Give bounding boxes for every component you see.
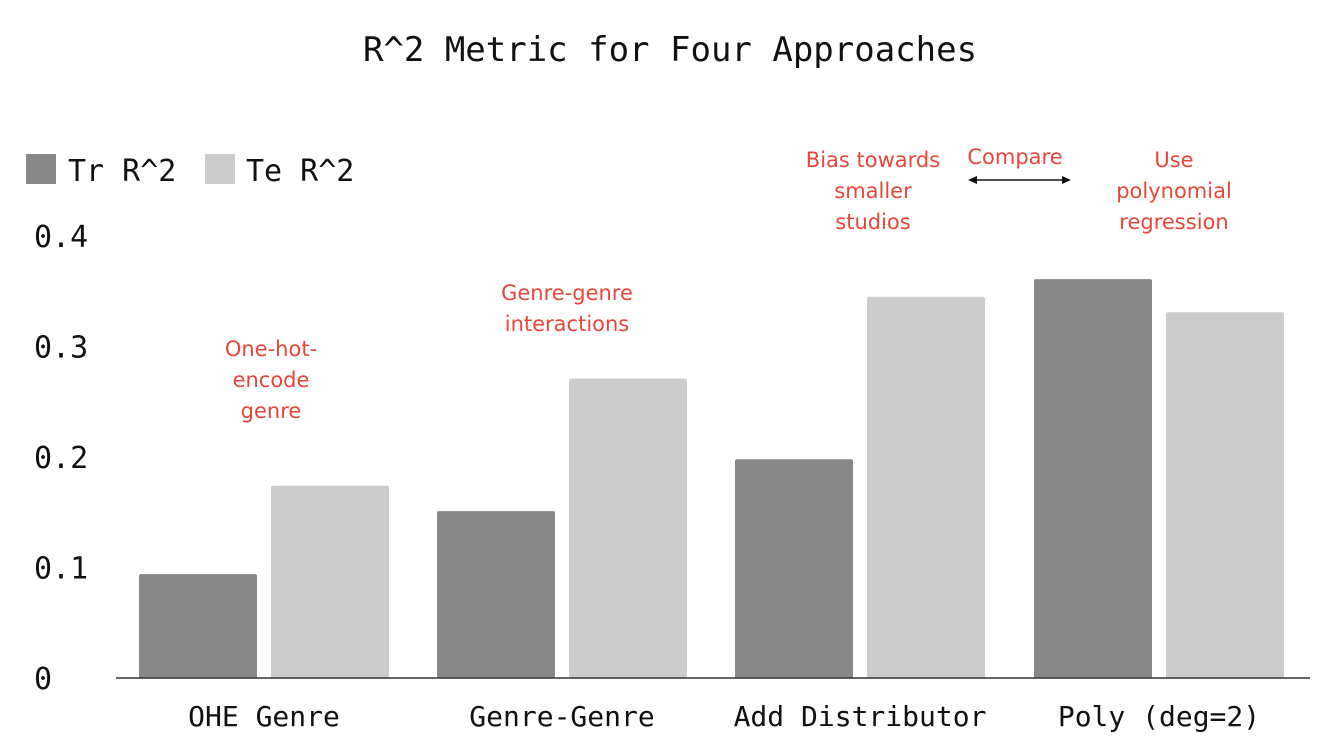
y-tick-label: 0.3	[34, 331, 88, 366]
legend-label-train: Tr R^2	[68, 154, 176, 189]
annotation-bias-line: smaller	[834, 179, 912, 203]
x-tick-label: OHE Genre	[188, 700, 340, 733]
annotation-genre-line: Genre-genre	[501, 281, 633, 305]
chart-title: R^2 Metric for Four Approaches	[363, 30, 977, 70]
bar-test-0	[271, 485, 389, 678]
legend-label-test: Te R^2	[246, 154, 354, 189]
bar-train-0	[139, 574, 257, 678]
annotations: One-hot-encode genre Genre-genre interactio…	[225, 145, 1232, 423]
compare-arrow	[968, 176, 1071, 184]
annotation-ohe-line: One-hot-	[225, 337, 317, 361]
bar-test-2	[867, 296, 985, 678]
annotation-compare-line: Compare	[967, 145, 1062, 169]
x-tick-label: Poly (deg=2)	[1058, 700, 1260, 733]
annotation-bias-line: Bias towards	[806, 148, 940, 172]
bar-train-1	[437, 511, 555, 678]
chart-legend: Tr R^2 Te R^2	[26, 154, 354, 189]
bar-train-3	[1034, 279, 1152, 678]
annotation-ohe-line: genre	[241, 399, 302, 423]
annotation-poly-line: Use	[1154, 148, 1193, 172]
x-tick-label: Genre-Genre	[469, 700, 654, 733]
bar-train-2	[735, 459, 853, 678]
y-tick-label: 0.2	[34, 441, 88, 476]
annotation-poly-line: polynomial	[1116, 179, 1232, 203]
legend-swatch-train	[26, 154, 56, 184]
annotation-ohe-line: encode	[233, 368, 310, 392]
legend-swatch-test	[205, 154, 235, 184]
bar-test-1	[569, 378, 687, 678]
y-axis: 0 0.1 0.2 0.3 0.4	[34, 220, 88, 697]
annotation-genre-line: interactions	[505, 312, 630, 336]
bars	[139, 279, 1284, 678]
bar-test-3	[1166, 312, 1284, 678]
annotation-bias-line: studios	[835, 210, 910, 234]
x-tick-label: Add Distributor	[734, 700, 987, 733]
y-tick-label: 0	[34, 662, 52, 697]
annotation-poly-line: regression	[1119, 210, 1228, 234]
y-tick-label: 0.1	[34, 552, 88, 587]
y-tick-label: 0.4	[34, 220, 88, 255]
x-axis: OHE Genre Genre-Genre Add Distributor Poly …	[188, 700, 1260, 733]
